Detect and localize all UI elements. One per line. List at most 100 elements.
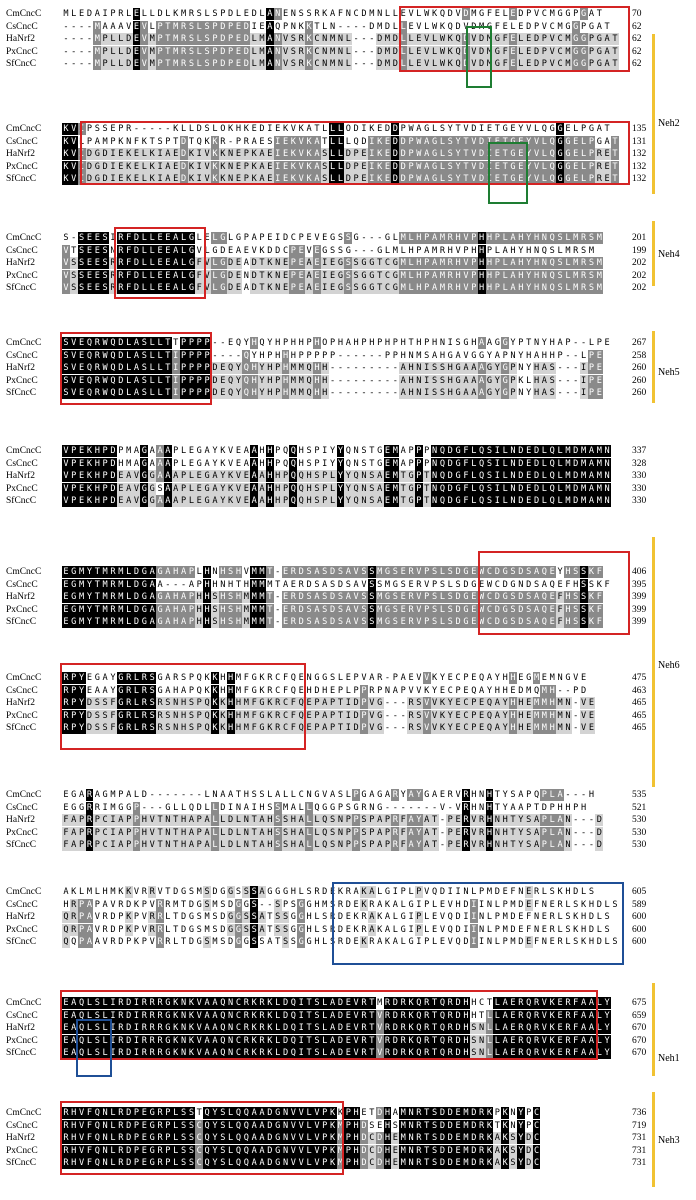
sequence-row: SfCncC R H V F Q N L R D P E G R P L S S C Q Y S L Q Q A A D G N V V L V P… [0,1157,696,1170]
residue-position: 465 [632,698,647,709]
residue-position: 530 [632,815,647,826]
species-label: SfCncC [6,59,37,70]
species-label: HaNrf2 [6,912,36,923]
residue-position: 600 [632,912,647,923]
sequence-row: CsCncC V P E K H P D H M A G A A A P L E G A Y K V E A A H H P Q Q H S P I… [0,457,696,470]
residue-position: 530 [632,840,647,851]
residue-position: 202 [632,258,647,269]
residue-position: 62 [632,21,642,32]
species-label: PxCncC [6,161,38,172]
residue-position: 132 [632,161,647,172]
residue-position: 62 [632,46,642,57]
alignment-block: CmCncC R P Y E G A Y G R L R S G A R S P Q K K H H M F G K R C F Q E N G G… [0,672,696,735]
sequence-row: CmCncC E G A R A G M P A L D - - - - - - - L N A A T H S S L A L L C N G V… [0,789,696,801]
species-label: CsCncC [6,458,38,469]
sequence-row: CmCncC M L E D A I P R L E L L D L K M R S L S P D L E D L A N E N S S R K… [0,8,696,20]
domain-marker-bar [652,34,655,194]
species-label: CmCncC [6,673,42,683]
species-label: PxCncC [6,270,38,281]
residue-position: 395 [632,579,647,590]
sequence-row: SfCncC F A P R P C I A P P H V T N T H A P A L L D L N T A H S S H A L L Q… [0,839,696,852]
sequence-row: CsCncC E G G R R I M G G P - - - G L L Q D L L D I N A I H S S M A L L Q G… [0,801,696,814]
residue-position: 475 [632,673,647,683]
domain-label: Neh2 [658,118,680,129]
residue-position: 258 [632,350,647,361]
species-label: CsCncC [6,245,38,256]
residue-position: 328 [632,458,647,469]
sequence-row: PxCncC - - - - M P L L D E V M P T M R S L S P D P E D L M A N V S R K C N… [0,45,696,58]
residue-position: 132 [632,149,647,160]
species-label: CmCncC [6,790,42,800]
residue-position: 465 [632,710,647,721]
residue-position: 260 [632,363,647,374]
species-label: CmCncC [6,124,42,134]
sequence-row: CmCncC R H V F Q N L R D P E G R P L S S T Q Y S L Q Q A A D G N V V L V P… [0,1107,696,1119]
sequence-row: CsCncC K V L P A M P K N F K T S P T D T Q K K R - P R A E S I E K V K A T… [0,135,696,148]
species-label: HaNrf2 [6,592,36,603]
residue-position: 330 [632,471,647,482]
domain-marker-bar [652,537,655,787]
residue-position: 330 [632,496,647,507]
residue-position: 530 [632,827,647,838]
alignment-block: CmCncC R H V F Q N L R D P E G R P L S S T Q Y S L Q Q A A D G N V V L V P… [0,1107,696,1170]
sequence-row: CsCncC H R P A P A V R D K P V R R M T D G S M S D G G S - - S P S G G H M… [0,898,696,911]
species-label: CmCncC [6,233,42,243]
alignment-block: CmCncC A K L M L H M K K V R R V T D G S M S D G G S S S A G G G H L S R D… [0,886,696,949]
species-label: PxCncC [6,1145,38,1156]
species-label: SfCncC [6,283,37,294]
species-label: PxCncC [6,46,38,57]
species-label: SfCncC [6,1158,37,1169]
species-label: CmCncC [6,9,42,19]
residue-position: 131 [632,136,647,147]
sequence-row: CsCncC E G M Y T M R M L D G A A - - - A P H H N H T H M M M T A E R D S A… [0,578,696,591]
residue-position: 202 [632,270,647,281]
residue-position: 330 [632,483,647,494]
species-label: HaNrf2 [6,34,36,45]
species-label: CsCncC [6,1120,38,1131]
residue-position: 670 [632,1035,647,1046]
species-label: HaNrf2 [6,471,36,482]
species-label: PxCncC [6,1035,38,1046]
species-label: CsCncC [6,136,38,147]
residue-position: 589 [632,899,647,910]
alignment-block: CmCncC E G M Y T M R M L D G A G A H A P L H N H S H V M M T - E R D S A S… [0,566,696,629]
residue-position: 521 [632,802,647,813]
sequence-row: SfCncC K V I D G D I E K E L K I A E D K I V K K N E P K A E I E K V K A S… [0,173,696,186]
sequence-row: HaNrf2 R H V F Q N L R D P E G R P L S S C Q Y S L Q Q A A D G N V V L V P… [0,1132,696,1145]
species-label: PxCncC [6,827,38,838]
residue-position: 736 [632,1108,647,1118]
species-label: CmCncC [6,998,42,1008]
sequence-row: HaNrf2 S V E Q R W Q D L A S L L T I P P P P D E Q Y Q H Y H P H M M Q H H… [0,362,696,375]
species-label: CsCncC [6,350,38,361]
sequence-row: CmCncC S - S E E S I R F D L L E E A L G L E L G L G P A P E I D C P E V E… [0,232,696,244]
sequence-row: CmCncC A K L M L H M K K V R R V T D G S M S D G G S S S A G G G H L S R D… [0,886,696,898]
residue-position: 719 [632,1120,647,1131]
residue-position: 535 [632,790,647,800]
domain-label: Neh1 [658,1053,680,1064]
species-label: CmCncC [6,1108,42,1118]
